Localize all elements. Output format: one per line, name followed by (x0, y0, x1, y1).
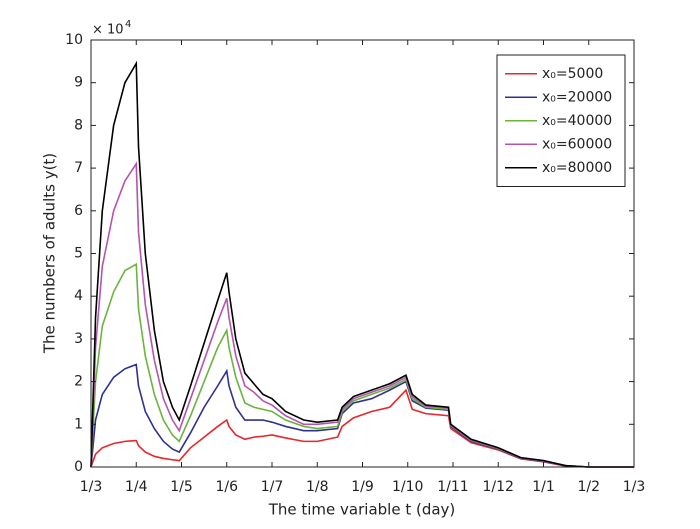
y-scale-exponent: 4 (125, 19, 131, 30)
y-tick-label: 7 (74, 160, 83, 176)
legend-label: x₀=20000 (542, 89, 612, 105)
x-tick-label: 1/6 (215, 479, 238, 495)
x-tick-label: 1/11 (437, 479, 468, 495)
x-tick-label: 1/2 (577, 479, 600, 495)
data-line (90, 60, 634, 468)
y-tick-label: 4 (74, 288, 83, 304)
legend-label: x₀=40000 (542, 113, 612, 129)
x-tick-label: 1/4 (125, 479, 148, 495)
y-tick-label: 9 (74, 75, 83, 91)
legend-label: x₀=80000 (542, 160, 612, 176)
x-tick-label: 1/7 (261, 479, 284, 495)
y-scale-base: × 10 (92, 23, 124, 38)
y-tick-label: 8 (74, 117, 83, 133)
y-tick-label: 1 (74, 416, 83, 432)
x-tick-label: 1/9 (351, 479, 374, 495)
y-tick-label: 5 (74, 246, 83, 262)
legend-label: x₀=60000 (542, 136, 612, 152)
y-tick-label: 0 (74, 459, 83, 475)
y-axis-label: The numbers of adults y(t) (41, 153, 59, 354)
x-axis-label: The time variable t (day) (268, 501, 456, 519)
x-tick-label: 1/5 (170, 479, 193, 495)
x-tick-label: 1/10 (392, 479, 423, 495)
x-tick-label: 1/3 (80, 479, 103, 495)
y-tick-label: 3 (74, 331, 83, 347)
y-tick-label: 2 (74, 374, 83, 390)
x-tick-label: 1/3 (623, 479, 646, 495)
data-line (90, 388, 634, 468)
y-tick-label: 10 (65, 32, 83, 48)
y-tick-label: 6 (74, 203, 83, 219)
x-tick-label: 1/12 (483, 479, 514, 495)
x-tick-label: 1/8 (306, 479, 329, 495)
legend-label: x₀=5000 (542, 66, 603, 82)
x-tick-label: 1/1 (532, 479, 555, 495)
